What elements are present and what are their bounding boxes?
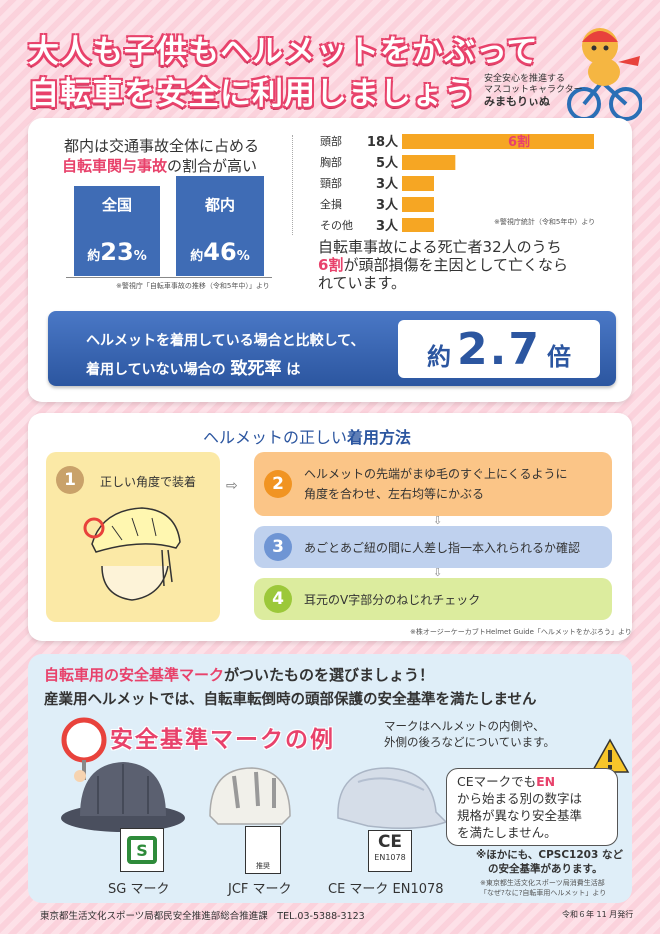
tokyo-label: 都内 <box>204 196 235 214</box>
chart-bar <box>402 218 434 233</box>
national-value: 約23% <box>87 238 147 266</box>
chart-bar <box>402 197 434 212</box>
location-note: マークはヘルメットの内側や、 外側の後ろなどについています。 <box>384 719 556 749</box>
arrow-down-icon: ⇩ <box>433 514 443 527</box>
example-title: 安全基準マークの例 <box>110 727 335 753</box>
standards-line1: 自転車用の安全基準マークがついたものを選びましょう！ <box>44 666 435 684</box>
step3-number: 3 <box>264 533 292 561</box>
chart-value-label: 3人 <box>376 218 399 232</box>
howto-source: ※株オージーケーカブトHelmet Guide「ヘルメットをかぶろう」より <box>410 628 632 636</box>
chart-annotation: 6割 <box>508 134 530 150</box>
tokyo-bar <box>176 176 264 276</box>
step2-box: 2 ヘルメットの先端がまゆ毛のすぐ上にくるように 角度を合わせ、左右均等にかぶる <box>254 452 612 516</box>
stats-heading-line2: 自転車関与事故の割合が高い <box>62 157 258 175</box>
helmet-head-illustration <box>72 496 192 606</box>
step4-number: 4 <box>264 585 292 613</box>
tokyo-value: 約46% <box>190 238 250 266</box>
stats-baseline <box>66 277 272 278</box>
jcf-label: JCF マーク <box>228 882 292 897</box>
sg-label: SG マーク <box>108 882 170 897</box>
ce-label: CE マーク EN1078 <box>328 882 444 897</box>
fatality-line1: ヘルメットを着用している場合と比較して、 <box>86 333 365 349</box>
chart-bar <box>402 155 456 170</box>
chart-bar <box>402 134 594 149</box>
title-line1: 大人も子供もヘルメットをかぶって <box>28 34 539 70</box>
chart-category-label: 頭部 <box>320 134 342 148</box>
chart-category-label: 頸部 <box>320 176 342 190</box>
chart-bar <box>402 176 434 191</box>
jcf-mark: 推奨 <box>245 826 281 874</box>
step3-text: あごとあご紐の間に人差し指一本入れられるか確認 <box>304 540 581 555</box>
national-bar-top <box>74 186 160 222</box>
ce-warning-bubble: CEマークでもEN から始まる別の数字は 規格が異なり安全基準 を満たしません。 <box>446 768 618 846</box>
chart-category-label: 胸部 <box>320 155 342 169</box>
footer-date: 令和６年 11 月発行 <box>562 910 634 919</box>
fatality-line2: 着用していない場合の 致死率 は <box>86 359 301 379</box>
ce-helmet-image <box>328 762 448 834</box>
sg-mark: S <box>120 828 164 872</box>
title-line2: 自転車を安全に利用しましょう <box>28 76 476 112</box>
chart-category-label: 全損 <box>320 197 342 211</box>
stats-source: ※警視庁「自転車事故の推移（令和5年中）」より <box>116 282 270 290</box>
other-standards-note: ※ほかにも、CPSC1203 など の安全基準があります。 <box>476 849 623 875</box>
howto-heading: ヘルメットの正しい着用方法 <box>203 428 412 447</box>
jcf-helmet-image <box>204 764 294 838</box>
chart-value-label: 5人 <box>376 155 399 171</box>
step1-number: 1 <box>56 466 84 494</box>
injury-chart: 頭部 18人 胸部 5人 頸部 3人 全損 3人 その他 3人 6割 <box>318 132 618 234</box>
chart-source: ※警視庁統計（令和5年中）より <box>494 218 596 226</box>
chart-value-label: 18人 <box>367 134 399 150</box>
footer-contact: 東京都生活文化スポーツ局都民安全推進部総合推進課 TEL.03-5388-312… <box>40 911 365 922</box>
standards-line2: 産業用ヘルメットでは、自転車転倒時の頭部保護の安全基準を満たしません <box>44 692 537 708</box>
step2-number: 2 <box>264 470 292 498</box>
stats-heading-line1: 都内は交通事故全体に占める <box>64 137 260 155</box>
sg-helmet-image <box>58 756 188 836</box>
fatality-value-box: 約 2.7 倍 <box>398 320 600 378</box>
death-text: 自転車事故による死亡者32人のうち 6割が頭部損傷を主因として亡くなら れていま… <box>318 238 568 292</box>
step1-text: 正しい角度で装着 <box>100 475 197 489</box>
step2-text: ヘルメットの先端がまゆ毛のすぐ上にくるように 角度を合わせ、左右均等にかぶる <box>304 467 568 501</box>
chart-category-label: その他 <box>320 219 353 232</box>
arrow-down-icon: ⇩ <box>433 566 443 579</box>
mascot-caption: 安全安心を推進する マスコットキャラクター みまもりぃぬ <box>484 74 583 108</box>
step4-box: 4 耳元のV字部分のねじれチェック <box>254 578 612 620</box>
standards-source: ※東京都生活文化スポーツ局消費生活部 「なぜ?なに?自転車用ヘルメット」より <box>480 879 607 897</box>
chart-value-label: 3人 <box>376 197 399 213</box>
step4-text: 耳元のV字部分のねじれチェック <box>304 592 481 607</box>
stats-divider <box>292 135 293 235</box>
national-label: 全国 <box>101 196 132 214</box>
step3-box: 3 あごとあご紐の間に人差し指一本入れられるか確認 <box>254 526 612 568</box>
mascot-illustration <box>562 22 643 122</box>
arrow-right-icon: ⇨ <box>226 478 238 494</box>
chart-value-label: 3人 <box>376 176 399 192</box>
sign-illustration <box>60 716 120 786</box>
ce-mark: CE EN1078 <box>368 830 412 872</box>
